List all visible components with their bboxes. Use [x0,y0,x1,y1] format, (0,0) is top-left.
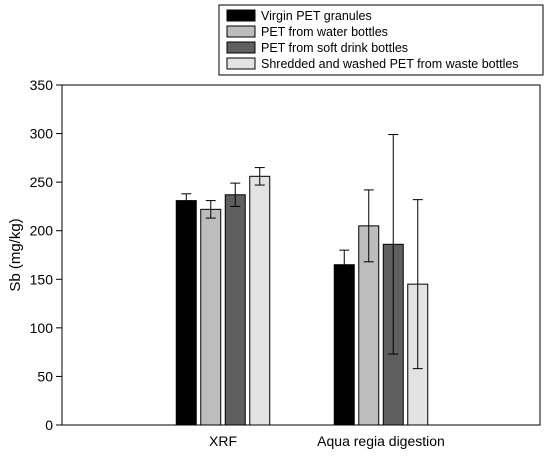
y-axis-title: Sb (mg/kg) [7,218,24,291]
y-tick-label: 50 [37,368,53,384]
legend-label: PET from soft drink bottles [261,41,408,55]
error-bar [388,134,399,355]
y-tick-label: 300 [30,126,54,142]
y-tick-label: 0 [45,417,53,433]
legend-label: Virgin PET granules [261,9,372,23]
error-bar [205,200,216,219]
y-axis-ticks: 0 50 100 150 200 250 300 350 [30,77,62,433]
bar [224,194,246,426]
error-bar [230,182,241,207]
plot-frame [61,84,541,426]
y-tick-label: 150 [30,271,54,287]
y-tick-label: 350 [30,77,54,93]
x-category-label: Aqua regia digestion [317,433,445,449]
legend-label: PET from water bottles [261,25,388,39]
bar [175,200,197,426]
y-tick-label: 100 [30,320,54,336]
error-bar [339,249,350,280]
y-tick-label: 200 [30,223,54,239]
bar [249,175,271,426]
error-bar [254,167,265,186]
legend-label: Shredded and washed PET from waste bottl… [261,57,519,71]
legend-swatch [226,57,256,70]
error-bar [363,189,374,263]
bar [200,208,222,426]
y-tick-label: 250 [30,174,54,190]
legend-swatch [226,25,256,38]
legend: Virgin PET granules PET from water bottle… [218,4,544,76]
bar [333,264,355,426]
error-bar [181,193,192,208]
x-axis-labels: XRF Aqua regia digestion [209,433,445,449]
bars [175,134,429,426]
legend-swatch [226,41,256,54]
legend-box [218,4,544,76]
legend-swatch [226,9,256,22]
error-bar [412,199,423,370]
x-category-label: XRF [209,433,237,449]
